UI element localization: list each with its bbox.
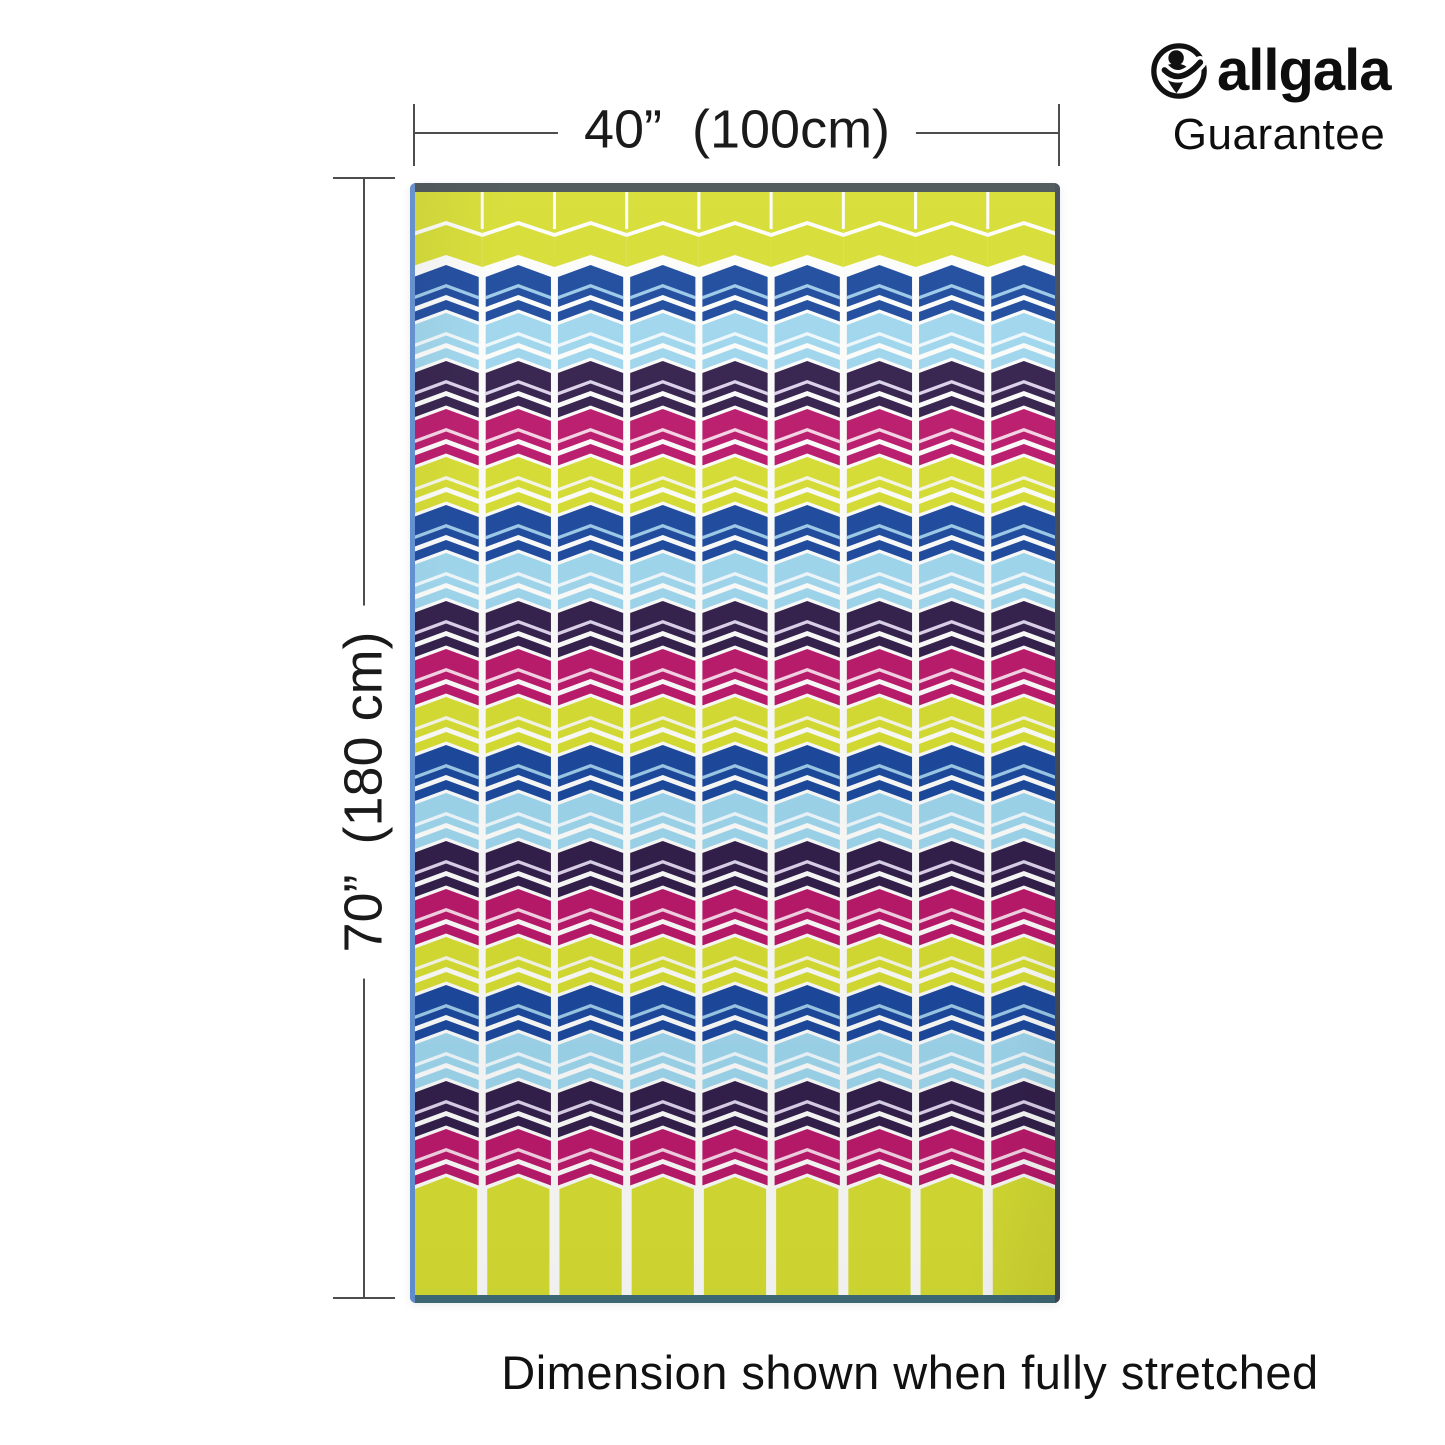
person-circle-icon xyxy=(1151,43,1207,99)
caption: Dimension shown when fully stretched xyxy=(501,1346,1319,1399)
brand-name: allgala xyxy=(1217,38,1392,103)
towel-photo xyxy=(410,183,1060,1303)
height-dimension-tick-top xyxy=(333,177,395,179)
chevron-pattern xyxy=(410,183,1060,1303)
height-dimension-tick-bottom xyxy=(333,1297,395,1299)
height-dimension-label: 70” (180 cm) xyxy=(332,605,396,979)
brand-logo: allgala xyxy=(1150,38,1392,103)
width-dimension-tick-right xyxy=(1058,104,1060,166)
width-dimension-label: 40” (100cm) xyxy=(557,98,917,162)
brand-subtitle: Guarantee xyxy=(1172,110,1386,159)
width-dimension-tick-left xyxy=(413,104,415,166)
